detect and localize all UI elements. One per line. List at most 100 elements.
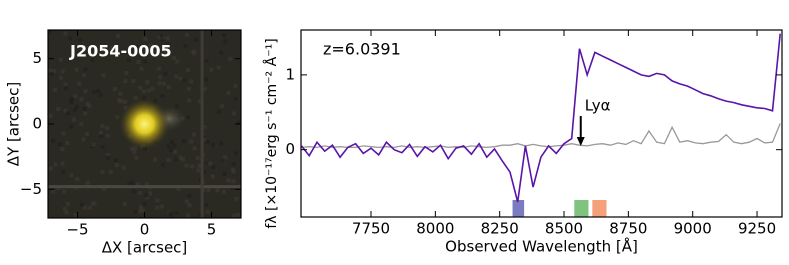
image-noise — [208, 161, 213, 166]
image-noise — [48, 166, 53, 171]
image-noise — [187, 193, 192, 198]
image-noise — [233, 83, 238, 88]
image-noise — [118, 99, 123, 104]
image-noise — [178, 76, 183, 81]
image-noise — [144, 193, 149, 198]
image-noise — [215, 188, 220, 193]
image-noise — [49, 72, 54, 77]
image-noise — [138, 85, 143, 90]
image-noise — [216, 109, 221, 114]
image-noise — [81, 73, 86, 78]
image-noise — [233, 96, 238, 101]
image-noise — [53, 88, 58, 93]
image-noise — [91, 90, 96, 95]
image-noise — [100, 145, 105, 150]
image-noise — [161, 81, 166, 86]
image-noise — [186, 115, 191, 120]
image-noise — [163, 71, 168, 76]
image-noise — [202, 169, 207, 174]
image-noise — [60, 161, 65, 166]
image-noise — [105, 155, 110, 160]
image-noise — [195, 155, 200, 160]
image-noise — [234, 151, 239, 156]
image-noise — [96, 89, 101, 94]
image-noise — [92, 201, 97, 206]
image-noise — [211, 142, 216, 147]
image-noise — [124, 70, 129, 75]
image-noise — [198, 178, 203, 183]
image-noise — [83, 67, 88, 72]
spectrum-line — [301, 33, 781, 203]
image-noise — [82, 205, 87, 210]
image-noise — [82, 107, 87, 112]
image-noise — [174, 157, 179, 162]
image-noise — [169, 147, 174, 152]
image-noise — [72, 117, 77, 122]
image-noise — [72, 107, 77, 112]
image-noise — [186, 68, 191, 73]
image-noise — [197, 99, 202, 104]
image-noise — [100, 169, 105, 174]
image-noise — [79, 97, 84, 102]
image-noise — [221, 159, 226, 164]
image-noise — [81, 137, 86, 142]
image-noise — [150, 86, 155, 91]
image-noise — [202, 87, 207, 92]
image-noise — [204, 202, 209, 207]
image-noise — [135, 182, 140, 187]
redshift-label: z=6.0391 — [323, 40, 401, 59]
x-tick-label: 0 — [140, 221, 150, 239]
image-noise — [134, 155, 139, 160]
image-noise — [69, 173, 74, 178]
image-noise — [105, 152, 110, 157]
image-noise — [228, 56, 233, 61]
image-noise — [57, 142, 62, 147]
filter-band — [512, 200, 525, 217]
image-noise — [168, 211, 173, 216]
image-noise — [203, 160, 208, 165]
image-noise — [85, 180, 90, 185]
image-noise — [61, 189, 66, 194]
quasar — [118, 98, 171, 150]
x-tick-label: 7750 — [352, 220, 390, 238]
image-noise — [204, 77, 209, 82]
image-noise — [48, 30, 52, 34]
x-axis-label: Observed Wavelength [Å] — [445, 237, 638, 256]
image-noise — [155, 198, 160, 203]
image-noise — [63, 31, 68, 36]
image-noise — [132, 150, 137, 155]
image-noise — [138, 205, 143, 210]
line-label: Lyα — [585, 97, 611, 115]
x-tick-label: 5 — [207, 221, 217, 239]
image-noise — [105, 133, 110, 138]
image-noise — [155, 205, 160, 210]
image-noise — [148, 43, 153, 48]
image-noise — [148, 191, 153, 196]
image-noise — [174, 210, 179, 215]
image-noise — [142, 201, 147, 206]
image-noise — [60, 147, 65, 152]
image-noise — [63, 86, 68, 91]
image-noise — [51, 189, 56, 194]
image-noise — [234, 196, 239, 201]
image-noise — [187, 98, 192, 103]
image-noise — [223, 155, 228, 160]
image-noise — [165, 36, 170, 41]
image-noise — [186, 213, 191, 218]
image-noise — [113, 158, 118, 163]
image-noise — [197, 163, 202, 168]
image-noise — [98, 92, 103, 97]
image-noise — [160, 162, 165, 167]
image-noise — [231, 161, 236, 166]
image-noise — [99, 133, 104, 138]
image-noise — [222, 32, 227, 37]
y-tick-label: 0 — [285, 140, 295, 158]
image-noise — [53, 162, 58, 167]
image-noise — [136, 60, 141, 65]
image-noise — [182, 78, 187, 83]
image-noise — [126, 58, 131, 63]
image-noise — [159, 33, 164, 38]
image-noise — [172, 150, 177, 155]
image-noise — [79, 122, 84, 127]
